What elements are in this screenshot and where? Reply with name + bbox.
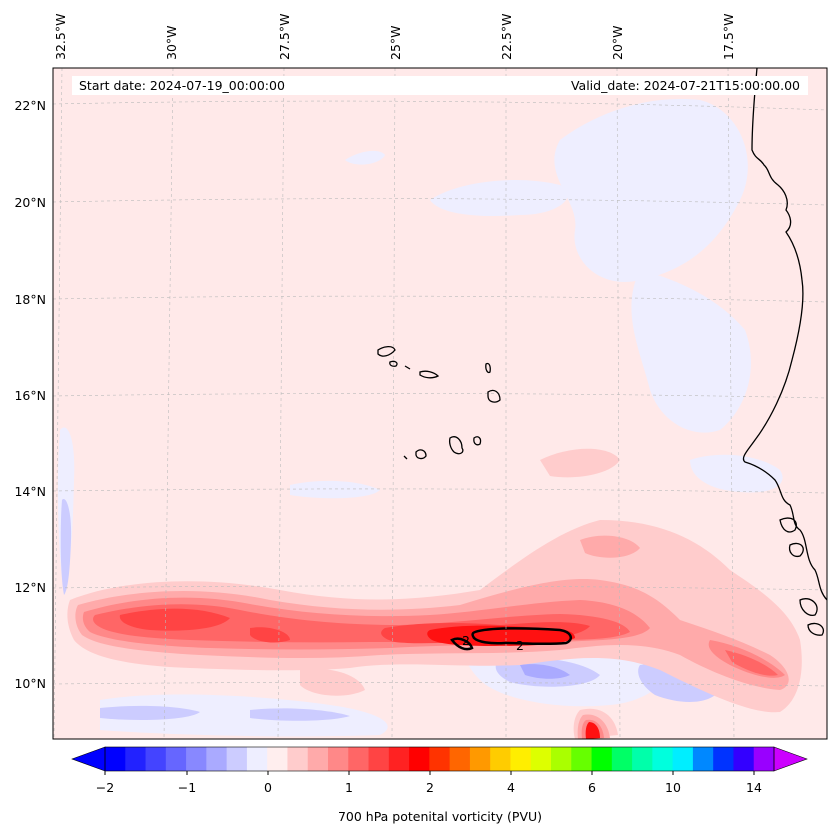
lon-label-25w: 25°W (388, 25, 403, 60)
colorbar-cell (753, 747, 775, 771)
colorbar-cell (571, 747, 593, 771)
cbar-tick-0: 0 (264, 780, 272, 795)
colorbar-cell (267, 747, 288, 771)
colorbar-cell (145, 747, 167, 771)
colorbar-cell (672, 747, 694, 771)
cbar-tick-4: 4 (507, 780, 515, 795)
contour-label-b: 2 (516, 638, 524, 653)
lat-label-16n: 16°N (14, 388, 46, 403)
colorbar-cell (632, 747, 653, 771)
colorbar-cell (246, 747, 268, 771)
longitude-labels: 32.5°W 30°W 27.5°W 25°W 22.5°W 20°W 17.5… (53, 14, 736, 60)
colorbar-cells (105, 747, 775, 771)
colorbar-cell (490, 747, 511, 771)
gridlines (53, 68, 827, 739)
header-strip: Start date: 2024-07-19_00:00:00 Valid_da… (72, 76, 808, 95)
lat-label-12n: 12°N (14, 580, 46, 595)
colorbar-cell (186, 747, 207, 771)
colorbar-cell (388, 747, 410, 771)
colorbar-cell (551, 747, 572, 771)
colorbar-extend-high (773, 746, 808, 772)
colorbar-ticks (104, 771, 755, 775)
colorbar-cell (713, 747, 734, 771)
colorbar-frame (104, 746, 775, 772)
colorbar-cell (226, 747, 248, 771)
lat-label-18n: 18°N (14, 292, 46, 307)
lat-label-22n: 22°N (14, 98, 46, 113)
lon-label-17-5w: 17.5°W (721, 14, 736, 60)
colorbar-cell (125, 747, 147, 771)
colorbar-cell (591, 747, 613, 771)
map-border (52, 67, 828, 740)
colorbar-cell (429, 747, 451, 771)
colorbar-cell (469, 747, 491, 771)
colorbar-title: 700 hPa potenital vorticity (PVU) (338, 809, 542, 824)
colorbar-cell (611, 747, 633, 771)
colorbar-cell (692, 747, 714, 771)
coastline (742, 68, 827, 636)
colorbar-cell (105, 747, 126, 771)
cbar-tick-neg1: −1 (178, 780, 196, 795)
colorbar-cell (449, 747, 471, 771)
latitude-labels: 22°N 20°N 18°N 16°N 14°N 12°N 10°N (14, 98, 46, 691)
colorbar-extend-low (71, 746, 106, 772)
cbar-tick-2: 2 (426, 780, 434, 795)
contour-label-a: 2 (462, 633, 470, 648)
lon-label-32-5w: 32.5°W (53, 14, 68, 60)
lon-label-20w: 20°W (610, 25, 625, 60)
lat-label-20n: 20°N (14, 195, 46, 210)
header-background (72, 76, 808, 95)
cbar-tick-6: 6 (588, 780, 596, 795)
colorbar-cell (733, 747, 755, 771)
colorbar-cell (530, 747, 552, 771)
colorbar-cell (165, 747, 187, 771)
colorbar-cell (348, 747, 370, 771)
colorbar-cell (287, 747, 309, 771)
colorbar-cell (409, 747, 430, 771)
colorbar-cell (368, 747, 390, 771)
map-panel: 2 2 (53, 68, 827, 739)
lon-label-27-5w: 27.5°W (277, 14, 292, 60)
lat-label-14n: 14°N (14, 484, 46, 499)
colorbar-cell (328, 747, 349, 771)
colorbar-cell (510, 747, 532, 771)
cbar-tick-10: 10 (665, 780, 681, 795)
lat-label-10n: 10°N (14, 676, 46, 691)
lon-label-22-5w: 22.5°W (499, 14, 514, 60)
cape-verde-islands (377, 345, 501, 460)
lon-label-30w: 30°W (164, 25, 179, 60)
colorbar-cell (206, 747, 228, 771)
colorbar: −2 −1 0 1 2 4 6 10 14 700 hPa potenital … (71, 746, 808, 824)
cbar-tick-neg2: −2 (96, 780, 114, 795)
cbar-tick-14: 14 (746, 780, 762, 795)
cbar-tick-1: 1 (345, 780, 353, 795)
colorbar-cell (307, 747, 329, 771)
start-date-label: Start date: 2024-07-19_00:00:00 (79, 78, 285, 93)
valid-date-label: Valid_date: 2024-07-21T15:00:00.00 (571, 78, 800, 93)
pv-2-contour (450, 627, 573, 651)
colorbar-cell (652, 747, 674, 771)
